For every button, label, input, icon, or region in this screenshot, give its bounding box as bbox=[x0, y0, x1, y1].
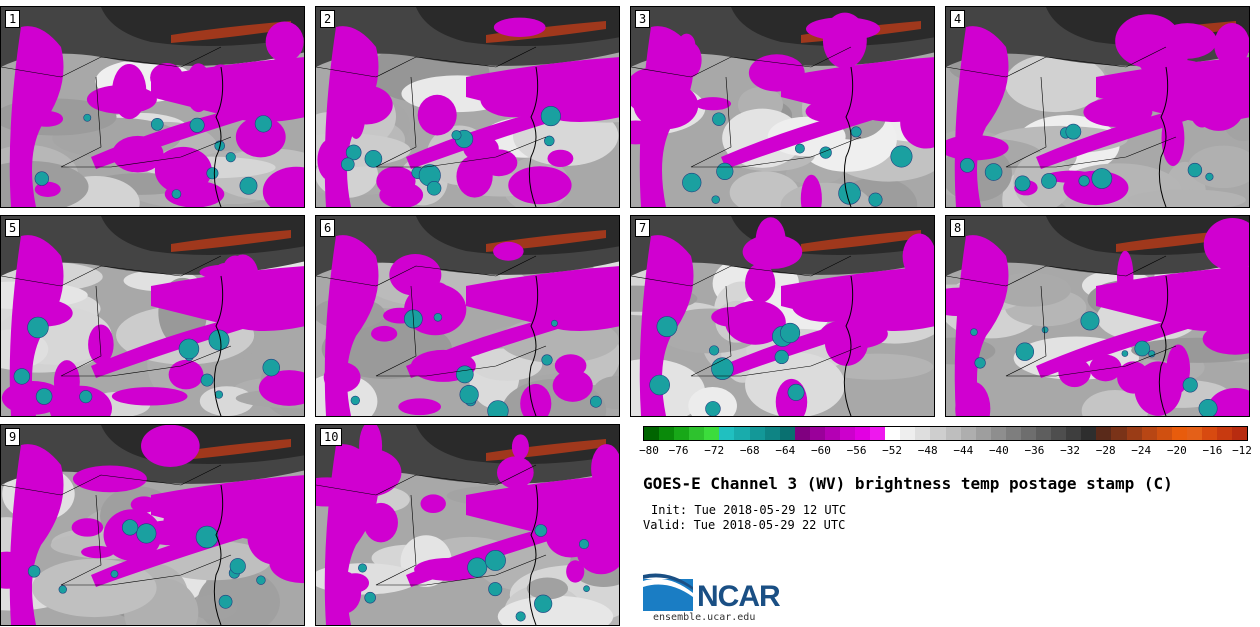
panel-7: 7 bbox=[630, 215, 935, 417]
panel-number: 6 bbox=[320, 219, 336, 237]
colorbar-segment bbox=[1036, 427, 1052, 440]
colorbar-segment bbox=[1051, 427, 1067, 440]
colorbar-segment bbox=[674, 427, 690, 440]
colorbar-segment bbox=[644, 427, 660, 440]
colorbar-tick-label: −60 bbox=[811, 444, 831, 457]
colorbar-ticks: −80 −76 −72 −68 −64 −60 −56 −52 −48 −44 −40 −36 −32 −… bbox=[639, 444, 1252, 458]
colorbar-segment bbox=[1171, 427, 1187, 440]
colorbar-tick-label: −44 bbox=[953, 444, 974, 457]
colorbar-segment bbox=[659, 427, 675, 440]
colorbar-tick-label: −52 bbox=[882, 444, 903, 457]
panel-4: 4 bbox=[945, 6, 1250, 208]
colorbar-segment bbox=[960, 427, 976, 440]
colorbar-segment bbox=[900, 427, 916, 440]
colorbar-segment bbox=[719, 427, 735, 440]
water-vapor-map bbox=[1, 425, 304, 625]
water-vapor-map bbox=[316, 7, 619, 207]
panel-9: 9 bbox=[0, 424, 305, 626]
colorbar-segment bbox=[1020, 427, 1037, 440]
panel-3: 3 bbox=[630, 6, 935, 208]
colorbar-segment bbox=[1232, 427, 1248, 440]
colorbar-segment bbox=[1066, 427, 1082, 440]
colorbar-tick-label: −32 bbox=[1060, 444, 1080, 457]
colorbar-segment bbox=[704, 427, 720, 440]
colorbar-segment bbox=[1216, 427, 1233, 440]
panel-10: 10 bbox=[315, 424, 620, 626]
colorbar-tick-label: −28 bbox=[1095, 444, 1116, 457]
colorbar-segment bbox=[824, 427, 841, 440]
colorbar-tick-label: −64 bbox=[775, 444, 796, 457]
colorbar-segment bbox=[794, 427, 810, 440]
colorbar-segment bbox=[779, 427, 795, 440]
colorbar-segment bbox=[1096, 427, 1112, 440]
colorbar-tick-label: −40 bbox=[988, 444, 1009, 457]
colorbar-segment bbox=[1081, 427, 1097, 440]
colorbar-segment bbox=[734, 427, 750, 440]
colorbar-segment bbox=[764, 427, 780, 440]
colorbar-segment bbox=[1156, 427, 1172, 440]
colorbar-tick-label: −68 bbox=[739, 444, 760, 457]
colorbar-segment bbox=[1126, 427, 1142, 440]
water-vapor-map bbox=[631, 7, 934, 207]
colorbar-tick-label: −72 bbox=[704, 444, 725, 457]
colorbar-segment bbox=[870, 427, 886, 440]
panel-number: 5 bbox=[5, 219, 21, 237]
logo-wordmark: NCAR bbox=[697, 580, 781, 613]
panel-8: 8 bbox=[945, 215, 1250, 417]
water-vapor-map bbox=[316, 425, 619, 625]
panel-6: 6 bbox=[315, 215, 620, 417]
panel-number: 8 bbox=[950, 219, 966, 237]
water-vapor-map bbox=[1, 216, 304, 416]
water-vapor-map bbox=[946, 216, 1249, 416]
init-time: Init: Tue 2018-05-29 12 UTC bbox=[651, 503, 847, 517]
colorbar-segment bbox=[1201, 427, 1217, 440]
colorbar-segment bbox=[915, 427, 931, 440]
colorbar-segment bbox=[975, 427, 991, 440]
panel-1: 1 bbox=[0, 6, 305, 208]
panel-number: 10 bbox=[320, 428, 343, 446]
panel-number: 9 bbox=[5, 428, 21, 446]
water-vapor-map bbox=[946, 7, 1249, 207]
panel-2: 2 bbox=[315, 6, 620, 208]
website: ensemble.ucar.edu bbox=[653, 612, 756, 623]
colorbar-segment bbox=[689, 427, 705, 440]
water-vapor-map bbox=[631, 216, 934, 416]
colorbar-segment bbox=[855, 427, 871, 440]
colorbar-tick-label: −16 bbox=[1202, 444, 1223, 457]
figure-title: GOES-E Channel 3 (WV) brightness temp po… bbox=[643, 474, 1173, 493]
colorbar-segment bbox=[1111, 427, 1127, 440]
panel-number: 2 bbox=[320, 10, 336, 28]
colorbar-segment bbox=[930, 427, 946, 440]
valid-time: Valid: Tue 2018-05-29 22 UTC bbox=[643, 518, 846, 532]
colorbar-tick-label: −24 bbox=[1131, 444, 1152, 457]
panel-5: 5 bbox=[0, 215, 305, 417]
colorbar-tick-label: −20 bbox=[1166, 444, 1187, 457]
panel-number: 4 bbox=[950, 10, 966, 28]
colorbar-tick-label: −76 bbox=[668, 444, 689, 457]
colorbar-segment bbox=[1186, 427, 1202, 440]
colorbar-segment bbox=[945, 427, 961, 440]
panel-number: 7 bbox=[635, 219, 651, 237]
colorbar-segment bbox=[809, 427, 825, 440]
water-vapor-map bbox=[316, 216, 619, 416]
colorbar-segment bbox=[885, 427, 901, 440]
panel-number: 3 bbox=[635, 10, 651, 28]
colorbar-tick-label: −12 bbox=[1232, 444, 1252, 457]
colorbar-tick-label: −56 bbox=[846, 444, 867, 457]
colorbar-segment bbox=[840, 427, 856, 440]
colorbar bbox=[643, 426, 1248, 441]
colorbar-segment bbox=[749, 427, 765, 440]
colorbar-segment bbox=[1005, 427, 1021, 440]
colorbar-segment bbox=[990, 427, 1006, 440]
panel-number: 1 bbox=[5, 10, 21, 28]
colorbar-segment bbox=[1141, 427, 1157, 440]
colorbar-tick-label: −80 bbox=[639, 444, 659, 457]
colorbar-tick-label: −48 bbox=[917, 444, 938, 457]
water-vapor-map bbox=[1, 7, 304, 207]
colorbar-tick-label: −36 bbox=[1024, 444, 1045, 457]
ncar-logo-icon bbox=[643, 573, 693, 611]
